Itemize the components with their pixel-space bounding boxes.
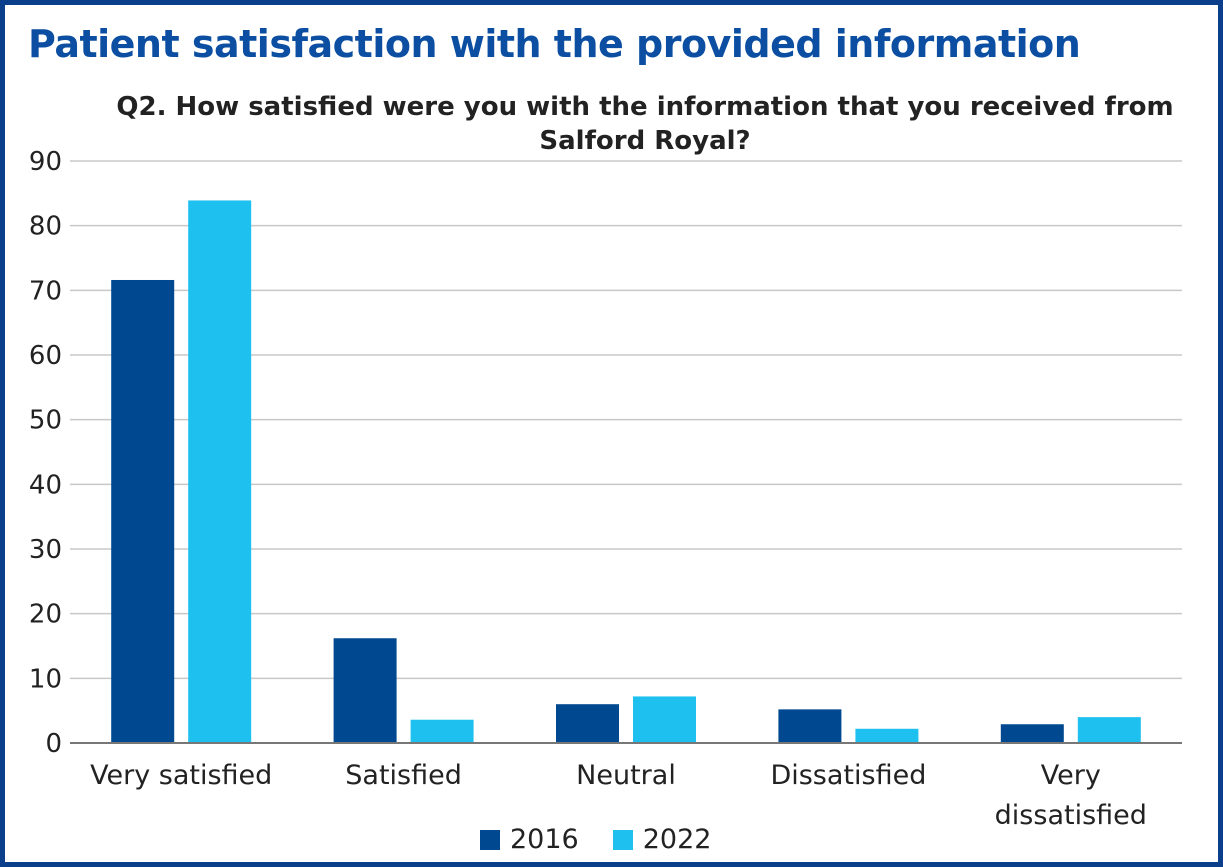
x-tick-label: Neutral — [576, 760, 676, 791]
bar-2016-3 — [778, 709, 842, 743]
x-tick-label: Satisfied — [345, 760, 462, 791]
x-tick-label: Very satisfied — [90, 760, 272, 791]
y-tick-label: 40 — [29, 470, 62, 500]
x-tick-label: Dissatisfied — [770, 760, 926, 791]
y-tick-label: 50 — [29, 406, 62, 436]
bar-2022-2 — [633, 696, 696, 743]
y-tick-label: 80 — [29, 212, 62, 242]
legend-swatch-2016 — [480, 829, 500, 850]
y-tick-label: 30 — [29, 535, 62, 565]
y-tick-label: 70 — [29, 276, 62, 306]
bar-2016-0 — [111, 279, 175, 743]
bar-2022-0 — [188, 200, 252, 744]
y-tick-label: 90 — [29, 147, 62, 177]
page-title: Patient satisfaction with the provided i… — [28, 22, 1081, 66]
y-tick-label: 60 — [29, 341, 62, 371]
bar-2016-2 — [556, 704, 619, 743]
chart-title: Q2. How satisfied were you with the info… — [116, 92, 1174, 156]
y-tick-label: 0 — [45, 729, 62, 759]
bar-2022-4 — [1077, 717, 1141, 743]
bar-2016-4 — [1000, 724, 1064, 743]
legend-item-2016: 2016 — [480, 824, 579, 855]
y-tick-label: 10 — [29, 664, 62, 694]
legend-label-2022: 2022 — [642, 824, 712, 855]
legend-item-2022: 2022 — [612, 824, 712, 855]
legend-label-2016: 2016 — [510, 824, 579, 855]
y-tick-label: 20 — [29, 600, 62, 630]
bar-2022-3 — [855, 728, 919, 743]
legend-swatch-2022 — [612, 829, 633, 850]
bar-2016-1 — [333, 638, 397, 743]
x-tick-label: Very dissatisfied — [995, 760, 1147, 831]
bar-2022-1 — [410, 719, 474, 743]
legend: 2016 2022 — [480, 824, 745, 855]
